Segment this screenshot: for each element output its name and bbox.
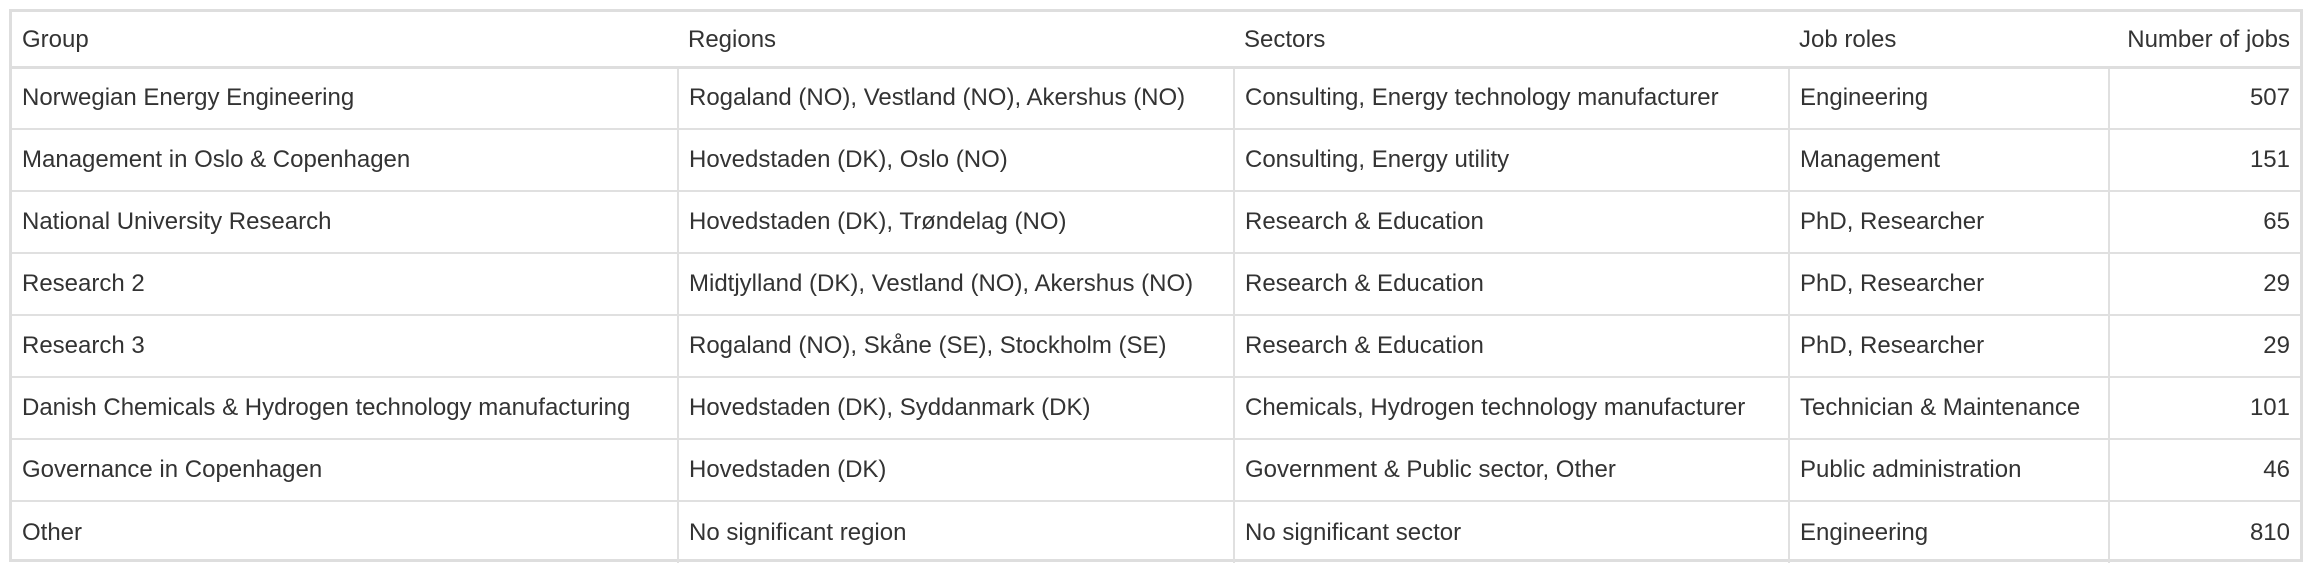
cell-regions: Hovedstaden (DK) <box>678 439 1235 502</box>
table-row: Research 2 Midtjylland (DK), Vestland (NO… <box>12 253 2300 316</box>
cell-number-of-jobs: 101 <box>2109 377 2300 440</box>
cell-job-roles: Management <box>1789 129 2110 192</box>
cell-sectors: No significant sector <box>1234 501 1790 563</box>
cell-number-of-jobs: 507 <box>2109 67 2300 130</box>
header-row: Group Regions Sectors Job roles Number o… <box>12 12 2300 69</box>
header-sectors[interactable]: Sectors <box>1234 12 1789 69</box>
cell-sectors: Research & Education <box>1234 191 1790 254</box>
cell-group: Other <box>12 501 679 563</box>
header-job-roles[interactable]: Job roles <box>1789 12 2109 69</box>
cell-sectors: Government & Public sector, Other <box>1234 439 1790 502</box>
cell-regions: No significant region <box>678 501 1235 563</box>
cell-job-roles: Technician & Maintenance <box>1789 377 2110 440</box>
table-row: Research 3 Rogaland (NO), Skåne (SE), Sto… <box>12 315 2300 378</box>
cell-number-of-jobs: 151 <box>2109 129 2300 192</box>
table-row: Other No significant region No significant… <box>12 501 2300 563</box>
cell-group: National University Research <box>12 191 679 254</box>
cell-regions: Midtjylland (DK), Vestland (NO), Akershu… <box>678 253 1235 316</box>
cell-sectors: Research & Education <box>1234 315 1790 378</box>
cell-job-roles: Engineering <box>1789 67 2110 130</box>
cell-job-roles: PhD, Researcher <box>1789 191 2110 254</box>
header-group[interactable]: Group <box>12 12 678 69</box>
cell-group: Management in Oslo & Copenhagen <box>12 129 679 192</box>
cell-number-of-jobs: 810 <box>2249 518 2290 546</box>
cell-sectors: Consulting, Energy utility <box>1234 129 1790 192</box>
header-number-of-jobs[interactable]: Number of jobs <box>2109 12 2300 69</box>
cell-sectors: Research & Education <box>1234 253 1790 316</box>
table-row: Management in Oslo & Copenhagen Hovedstad… <box>12 129 2300 192</box>
cell-sectors: Chemicals, Hydrogen technology manufactu… <box>1234 377 1790 440</box>
header-regions[interactable]: Regions <box>678 12 1234 69</box>
jobs-table: Group Regions Sectors Job roles Number o… <box>12 12 2300 563</box>
table-row: Governance in Copenhagen Hovedstaden (DK)… <box>12 439 2300 502</box>
cell-number-of-jobs: 29 <box>2109 315 2300 378</box>
cell-group: Research 2 <box>12 253 679 316</box>
table-row: Danish Chemicals & Hydrogen technology m… <box>12 377 2300 440</box>
cell-regions: Hovedstaden (DK), Oslo (NO) <box>678 129 1235 192</box>
table-row: National University Research Hovedstaden … <box>12 191 2300 254</box>
cell-group: Danish Chemicals & Hydrogen technology m… <box>12 377 679 440</box>
cell-number-of-jobs: 65 <box>2109 191 2300 254</box>
cell-regions: Hovedstaden (DK), Syddanmark (DK) <box>678 377 1235 440</box>
cell-regions: Rogaland (NO), Vestland (NO), Akershus (… <box>678 67 1235 130</box>
cell-job-roles: Engineering <box>1789 501 2110 563</box>
jobs-table-container: Group Regions Sectors Job roles Number o… <box>9 9 2303 563</box>
cell-regions: Rogaland (NO), Skåne (SE), Stockholm (SE… <box>678 315 1235 378</box>
cell-job-roles: PhD, Researcher <box>1789 253 2110 316</box>
cell-number-of-jobs: 46 <box>2109 439 2300 502</box>
cell-group: Governance in Copenhagen <box>12 439 679 502</box>
cell-job-roles: PhD, Researcher <box>1789 315 2110 378</box>
table-body: Norwegian Energy Engineering Rogaland (NO… <box>12 67 2300 563</box>
cell-sectors: Consulting, Energy technology manufactur… <box>1234 67 1790 130</box>
cell-number-of-jobs: 29 <box>2109 253 2300 316</box>
table-row: Norwegian Energy Engineering Rogaland (NO… <box>12 67 2300 130</box>
cell-group: Norwegian Energy Engineering <box>12 67 679 130</box>
table-header: Group Regions Sectors Job roles Number o… <box>12 12 2300 69</box>
cell-group: Research 3 <box>12 315 679 378</box>
cell-regions: Hovedstaden (DK), Trøndelag (NO) <box>678 191 1235 254</box>
cell-job-roles: Public administration <box>1789 439 2110 502</box>
